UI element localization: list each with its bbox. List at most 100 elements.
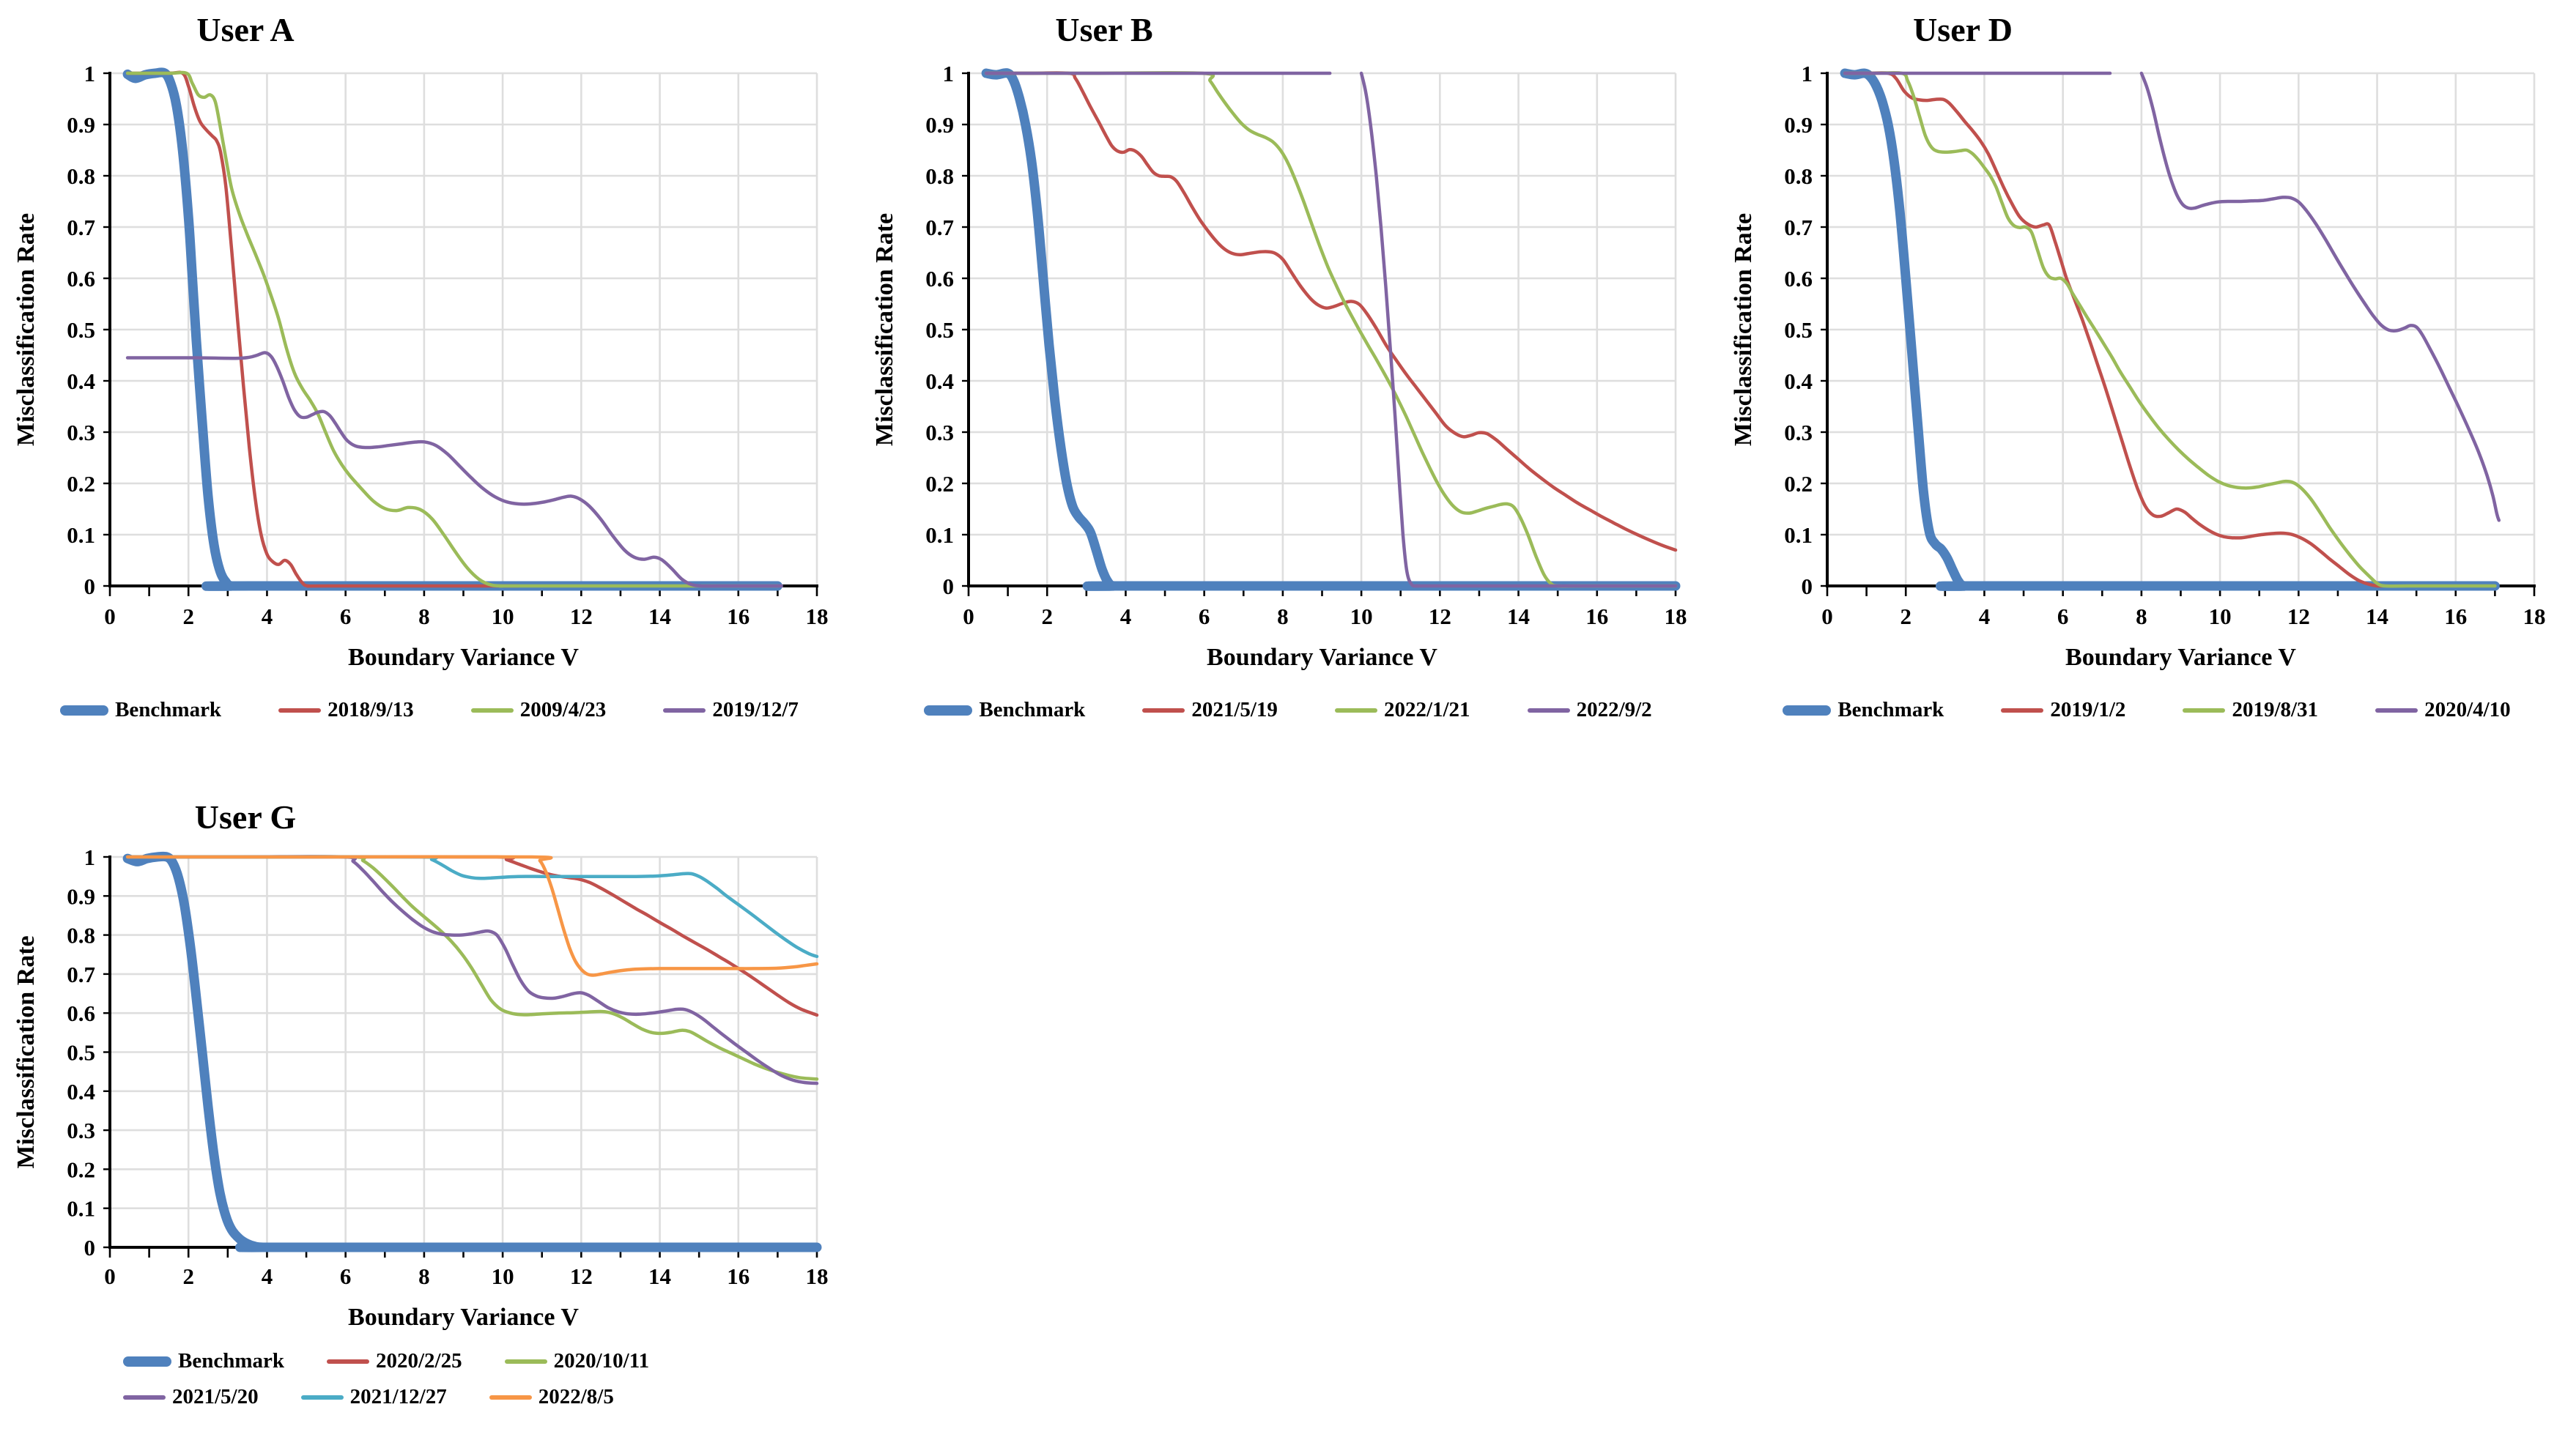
chart-user-d: User D 0 0.1 0.2 0.3 0.4 0.5 0.6 0.7 0.8 0.9 1 0 2 4 6 8… bbox=[1717, 0, 2576, 795]
legend-swatch-2021/5/20 bbox=[123, 1395, 166, 1400]
x-tick-label: 16 bbox=[1585, 604, 1608, 629]
x-tick-label: 6 bbox=[1199, 604, 1210, 629]
x-tick-label: 0 bbox=[963, 604, 974, 629]
y-tick-label: 0.8 bbox=[67, 163, 95, 189]
legend-label: 2021/5/19 bbox=[1191, 698, 1278, 721]
legend-item-2019/1/2: 2019/1/2 bbox=[2001, 698, 2125, 722]
x-tick-label: 14 bbox=[648, 1263, 671, 1289]
y-tick-label: 0.9 bbox=[67, 883, 95, 909]
legend-item-2020/10/11: 2020/10/11 bbox=[504, 1349, 650, 1373]
x-tick-label: 0 bbox=[104, 1263, 116, 1289]
legend-swatch-Benchmark bbox=[60, 705, 109, 716]
legend-row: Benchmark 2021/5/19 2022/1/21 2022/9/2 bbox=[859, 698, 1717, 722]
legend-label: 2022/8/5 bbox=[538, 1385, 614, 1408]
series-line-2009/4/23 bbox=[125, 70, 780, 588]
y-tick-label: 0.7 bbox=[1784, 215, 1813, 240]
x-tick-label: 16 bbox=[2444, 604, 2467, 629]
x-tick-label: 18 bbox=[1665, 604, 1687, 629]
x-tick-label: 6 bbox=[2057, 604, 2069, 629]
series-line-Benchmark bbox=[981, 68, 1681, 591]
y-tick-label: 0.3 bbox=[67, 420, 95, 445]
y-tick-label: 0.4 bbox=[67, 1079, 95, 1104]
legend-swatch-2022/8/5 bbox=[489, 1395, 532, 1400]
y-axis-title: Misclassification Rate bbox=[12, 213, 40, 446]
legend-label: 2020/4/10 bbox=[2424, 698, 2511, 721]
y-tick-label: 0.6 bbox=[925, 266, 954, 292]
x-tick-label: 2 bbox=[182, 604, 194, 629]
x-tick-label: 14 bbox=[648, 604, 671, 629]
gridlines bbox=[969, 72, 1677, 586]
legend-item-2018/9/13: 2018/9/13 bbox=[278, 698, 414, 722]
y-tick-label: 0.5 bbox=[925, 317, 954, 343]
y-tick-label: 0 bbox=[1802, 573, 1813, 599]
chart-user-a: User A 0 0.1 0.2 0.3 0.4 0.5 0.6 0.7 0.8 0.9 1 0 2 4 6 8… bbox=[0, 0, 859, 795]
chart-text: User B00.10.20.30.40.50.60.70.80.910 2 4 6 8… bbox=[871, 11, 1687, 671]
x-tick-label: 4 bbox=[262, 604, 273, 629]
x-tick-label: 10 bbox=[2209, 604, 2232, 629]
legend-row: Benchmark 2018/9/13 2009/4/23 2019/12/7 bbox=[0, 698, 859, 722]
legend-swatch-2021/12/27 bbox=[300, 1395, 344, 1400]
legend-swatch-2021/5/19 bbox=[1142, 708, 1185, 713]
y-tick-label: 0.7 bbox=[67, 962, 95, 987]
series-line-2020/2/25 bbox=[125, 855, 819, 1017]
plot-background bbox=[1717, 0, 2576, 685]
x-tick-label: 8 bbox=[418, 1263, 430, 1289]
series-line-2021/12/27 bbox=[125, 855, 819, 959]
x-tick-label: 10 bbox=[1350, 604, 1373, 629]
legend-item-2019/8/31: 2019/8/31 bbox=[2183, 698, 2318, 722]
chart-title: User A bbox=[196, 11, 294, 48]
y-tick-label: 0.8 bbox=[925, 163, 954, 189]
plot-background bbox=[0, 0, 859, 685]
y-tick-label: 0.2 bbox=[67, 1156, 95, 1182]
legend-label: 2019/12/7 bbox=[712, 698, 799, 721]
series-lines bbox=[981, 68, 1681, 591]
legend-label: 2020/10/11 bbox=[553, 1349, 650, 1373]
y-tick-label: 0.3 bbox=[925, 420, 954, 445]
x-tick-label: 0 bbox=[1821, 604, 1833, 629]
y-tick-label: 0.5 bbox=[67, 1040, 95, 1066]
legend-item-2021/5/19: 2021/5/19 bbox=[1142, 698, 1278, 722]
chart-text: User D00.10.20.30.40.50.60.70.80.910 2 4 6 8… bbox=[1730, 11, 2546, 671]
x-tick-label: 8 bbox=[418, 604, 430, 629]
x-tick-label: 14 bbox=[2366, 604, 2388, 629]
y-axis-title: Misclassification Rate bbox=[871, 213, 898, 446]
legend-row: Benchmark 2020/2/25 2020/10/11 bbox=[123, 1349, 859, 1373]
legend-item-Benchmark: Benchmark bbox=[123, 1349, 284, 1373]
y-tick-label: 1 bbox=[1802, 61, 1813, 86]
series-lines bbox=[122, 851, 822, 1252]
series-line-2019/12/7 bbox=[125, 351, 784, 588]
y-tick-label: 0.7 bbox=[925, 215, 954, 240]
series-line-2020/4/10 bbox=[2139, 71, 2501, 522]
x-tick-label: 18 bbox=[2523, 604, 2546, 629]
y-axis-title: Misclassification Rate bbox=[1730, 213, 1757, 446]
y-tick-label: 0.6 bbox=[67, 1000, 95, 1026]
x-tick-label: 10 bbox=[492, 1263, 514, 1289]
user-g-legend: Benchmark 2020/2/25 2020/10/11 2021/5/20 202… bbox=[0, 1349, 859, 1409]
series-line-2021/5/19 bbox=[984, 71, 1678, 552]
legend-item-2019/12/7: 2019/12/7 bbox=[663, 698, 799, 722]
legend-label: 2021/5/20 bbox=[172, 1385, 259, 1408]
x-axis-title: Boundary Variance V bbox=[348, 644, 579, 671]
x-axis-title: Boundary Variance V bbox=[1207, 644, 1437, 671]
legend-label: Benchmark bbox=[1837, 698, 1944, 721]
y-tick-label: 1 bbox=[84, 844, 96, 870]
legend-item-Benchmark: Benchmark bbox=[60, 698, 221, 722]
legend-item-Benchmark: Benchmark bbox=[1783, 698, 1944, 722]
legend-label: 2022/9/2 bbox=[1576, 698, 1652, 721]
legend-label: 2009/4/23 bbox=[519, 698, 607, 721]
y-tick-label: 0.1 bbox=[1784, 522, 1813, 548]
series-line-2021/5/20 bbox=[125, 855, 819, 1085]
chart-text: User G00.10.20.30.40.50.60.70.80.910 2 4 6 8… bbox=[12, 798, 829, 1331]
legend-swatch-2020/2/25 bbox=[327, 1359, 369, 1364]
y-tick-label: 0.7 bbox=[67, 215, 95, 240]
legend-row: Benchmark 2019/1/2 2019/8/31 2020/4/10 bbox=[1717, 698, 2576, 722]
y-tick-label: 0.2 bbox=[925, 471, 954, 497]
x-tick-label: 8 bbox=[1277, 604, 1289, 629]
y-tick-label: 0.9 bbox=[925, 112, 954, 138]
x-tick-label: 2 bbox=[1041, 604, 1053, 629]
y-tick-label: 0.8 bbox=[1784, 163, 1813, 189]
user-b-legend: Benchmark 2021/5/19 2022/1/21 2022/9/2 bbox=[859, 698, 1717, 722]
y-tick-label: 0 bbox=[943, 573, 955, 599]
x-tick-label: 2 bbox=[1900, 604, 1911, 629]
legend-item-2022/8/5: 2022/8/5 bbox=[489, 1385, 614, 1409]
